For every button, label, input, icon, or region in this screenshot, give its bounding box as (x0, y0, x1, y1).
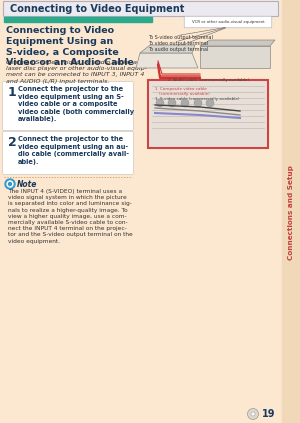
Circle shape (156, 99, 164, 107)
Circle shape (7, 181, 13, 187)
FancyBboxPatch shape (2, 132, 134, 175)
Text: 2  Audio cable (commercially available): 2 Audio cable (commercially available) (168, 78, 249, 82)
Circle shape (206, 99, 214, 107)
Bar (200, 46, 270, 68)
Polygon shape (140, 45, 195, 53)
Bar (148, 80, 268, 148)
Circle shape (194, 99, 202, 107)
Text: Connect the projector to the
video equipment using an S-
video cable or a compos: Connect the projector to the video equip… (18, 86, 134, 122)
Circle shape (8, 182, 11, 186)
Text: Note: Note (17, 180, 38, 189)
FancyBboxPatch shape (245, 407, 278, 420)
Circle shape (168, 99, 176, 107)
Text: 19: 19 (262, 409, 275, 419)
FancyBboxPatch shape (4, 2, 278, 16)
Text: 2: 2 (8, 136, 17, 149)
Text: 1: 1 (8, 86, 17, 99)
Text: 1  S-video cable (commercially available): 1 S-video cable (commercially available) (155, 97, 239, 101)
Text: To audio output terminal: To audio output terminal (148, 47, 208, 52)
Text: Connecting to Video Equipment: Connecting to Video Equipment (10, 4, 184, 14)
FancyBboxPatch shape (2, 82, 134, 131)
Text: The INPUT 4 (S-VIDEO) terminal uses a
video signal system in which the picture
i: The INPUT 4 (S-VIDEO) terminal uses a vi… (8, 189, 133, 244)
Text: To S-video output terminal: To S-video output terminal (148, 35, 213, 40)
Bar (4, 17, 152, 22)
Text: Connections and Setup: Connections and Setup (288, 165, 294, 261)
Text: VCR or other audio-visual equipment: VCR or other audio-visual equipment (192, 20, 264, 24)
Text: Connect the projector to the
video equipment using an au-
dio cable (commerciall: Connect the projector to the video equip… (18, 136, 129, 165)
FancyBboxPatch shape (184, 16, 272, 28)
Text: 1  Composite video cable: 1 Composite video cable (155, 87, 207, 91)
Polygon shape (200, 40, 275, 46)
Polygon shape (136, 53, 198, 68)
Text: Connecting to Video
Equipment Using an
S-video, a Composite
Video or an Audio Ca: Connecting to Video Equipment Using an S… (6, 26, 134, 67)
Bar (282, 0, 300, 423)
Text: (commercially available): (commercially available) (159, 92, 210, 96)
Circle shape (5, 179, 15, 189)
Text: To video output terminal: To video output terminal (148, 41, 208, 46)
Circle shape (251, 412, 255, 416)
Circle shape (248, 409, 259, 420)
Circle shape (181, 99, 189, 107)
Text: Using an S-video, video, or audio cable, a VCR,
laser disc player or other audio: Using an S-video, video, or audio cable,… (6, 60, 154, 84)
